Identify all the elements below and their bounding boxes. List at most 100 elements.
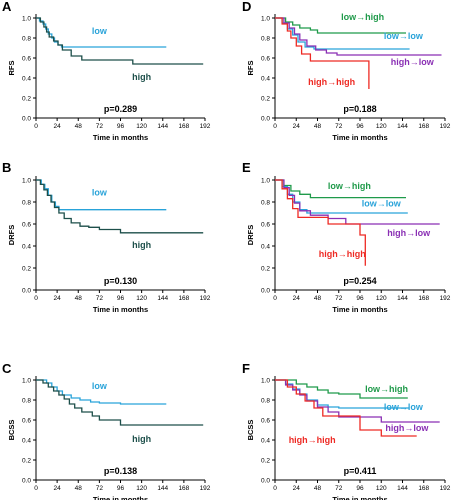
- panel-letter: C: [2, 361, 12, 376]
- y-tick-label: 0.8: [22, 398, 31, 405]
- series-high-to-low-line: [275, 17, 442, 56]
- series-high-line: [36, 179, 204, 234]
- x-tick-label: 144: [157, 485, 168, 492]
- y-tick-label: 1.0: [22, 378, 31, 385]
- y-tick-label: 0.6: [22, 222, 31, 229]
- y-axis-label: BCSS: [246, 420, 255, 441]
- y-tick-label: 0.8: [22, 36, 31, 43]
- y-axis-label: RFS: [246, 61, 255, 76]
- x-tick-label: 72: [96, 295, 104, 302]
- series-label-high-to-high: high→high: [319, 249, 366, 259]
- y-tick-label: 1.0: [261, 16, 270, 23]
- y-tick-label: 1.0: [22, 178, 31, 185]
- x-tick-label: 120: [376, 295, 387, 302]
- y-tick-label: 1.0: [261, 378, 270, 385]
- x-tick-label: 120: [136, 295, 147, 302]
- y-tick-label: 0.2: [22, 266, 31, 273]
- x-tick-label: 168: [178, 295, 189, 302]
- x-tick-label: 96: [117, 123, 125, 130]
- x-tick-label: 72: [96, 485, 104, 492]
- x-tick-label: 96: [117, 485, 125, 492]
- x-tick-label: 24: [293, 123, 301, 130]
- x-tick-label: 96: [356, 123, 364, 130]
- series-label-low: low: [92, 26, 108, 36]
- y-tick-label: 0.6: [261, 56, 270, 63]
- x-tick-label: 48: [75, 485, 83, 492]
- y-tick-label: 0.2: [261, 266, 270, 273]
- p-value: p=0.188: [343, 104, 376, 114]
- x-tick-label: 144: [157, 123, 168, 130]
- x-tick-label: 72: [335, 485, 343, 492]
- x-tick-label: 168: [418, 295, 429, 302]
- x-axis-label: Time in months: [332, 305, 387, 314]
- y-tick-label: 0.6: [261, 418, 270, 425]
- x-tick-label: 72: [335, 123, 343, 130]
- x-tick-label: 48: [314, 123, 322, 130]
- series-high-line: [36, 17, 204, 65]
- y-tick-label: 0.8: [22, 200, 31, 207]
- panel-c: C 0.0 0.2 0.4 0.6 0.8 1.0 0 24 48 72 96 120 144 168 192…: [2, 361, 211, 500]
- y-tick-label: 0.6: [22, 418, 31, 425]
- series-low-to-high-line: [275, 379, 408, 399]
- x-tick-label: 168: [178, 123, 189, 130]
- x-tick-label: 24: [54, 123, 62, 130]
- y-tick-label: 0.8: [261, 398, 270, 405]
- x-axis-label: Time in months: [332, 133, 387, 142]
- x-tick-label: 24: [293, 485, 301, 492]
- y-tick-label: 0.0: [22, 478, 31, 485]
- y-tick-label: 0.6: [261, 222, 270, 229]
- series-low-line: [36, 379, 167, 405]
- x-tick-label: 0: [34, 295, 38, 302]
- x-tick-label: 120: [136, 123, 147, 130]
- panel-letter: D: [242, 0, 251, 14]
- panel-f: F 0.0 0.2 0.4 0.6 0.8 1.0 0 24 48 72 96 120 144 168 192…: [242, 361, 451, 500]
- series-label-low-to-low: low→low: [362, 198, 402, 208]
- series-label-high-to-low: high→low: [385, 423, 429, 433]
- p-value: p=0.138: [104, 466, 137, 476]
- x-tick-label: 120: [376, 485, 387, 492]
- panel-b: B 0.0 0.2 0.4 0.6 0.8 1.0 0 24 48 72 96 120 144 168 192…: [2, 160, 211, 314]
- x-tick-label: 192: [200, 123, 211, 130]
- y-tick-label: 0.0: [261, 116, 270, 123]
- series-high-to-high-line: [275, 179, 366, 266]
- y-tick-label: 0.8: [261, 200, 270, 207]
- series-low-to-high-line: [275, 17, 406, 34]
- y-tick-label: 0.4: [22, 438, 31, 445]
- panel-letter: B: [2, 160, 11, 175]
- x-tick-label: 72: [96, 123, 104, 130]
- p-value: p=0.130: [104, 276, 137, 286]
- x-tick-label: 168: [178, 485, 189, 492]
- x-axis-label: Time in months: [93, 305, 148, 314]
- x-tick-label: 168: [418, 123, 429, 130]
- y-axis-label: DRFS: [246, 225, 255, 245]
- x-axis-label: Time in months: [93, 133, 148, 142]
- series-label-high: high: [132, 72, 151, 82]
- x-tick-label: 48: [314, 295, 322, 302]
- y-tick-label: 1.0: [261, 178, 270, 185]
- series-label-low-to-high: low→high: [365, 384, 408, 394]
- y-tick-label: 0.0: [22, 288, 31, 295]
- y-tick-label: 0.4: [261, 244, 270, 251]
- x-tick-label: 168: [418, 485, 429, 492]
- series-label-high: high: [132, 240, 151, 250]
- series-label-high: high: [132, 434, 151, 444]
- x-tick-label: 96: [356, 295, 364, 302]
- series-label-high-to-low: high→low: [387, 228, 431, 238]
- series-label-low: low: [92, 381, 108, 391]
- series-label-low-to-low: low→low: [384, 31, 424, 41]
- x-tick-label: 120: [376, 123, 387, 130]
- y-tick-label: 0.2: [22, 96, 31, 103]
- x-tick-label: 0: [34, 123, 38, 130]
- y-tick-label: 0.2: [22, 458, 31, 465]
- x-axis-label: Time in months: [332, 495, 387, 500]
- x-tick-label: 144: [397, 123, 408, 130]
- x-axis-label: Time in months: [93, 495, 148, 500]
- x-tick-label: 48: [75, 123, 83, 130]
- x-tick-label: 192: [440, 295, 451, 302]
- series-high-to-high-line: [275, 17, 370, 89]
- panel-letter: F: [242, 361, 250, 376]
- x-tick-label: 120: [136, 485, 147, 492]
- series-label-low: low: [92, 187, 108, 197]
- series-label-high-to-high: high→high: [308, 77, 355, 87]
